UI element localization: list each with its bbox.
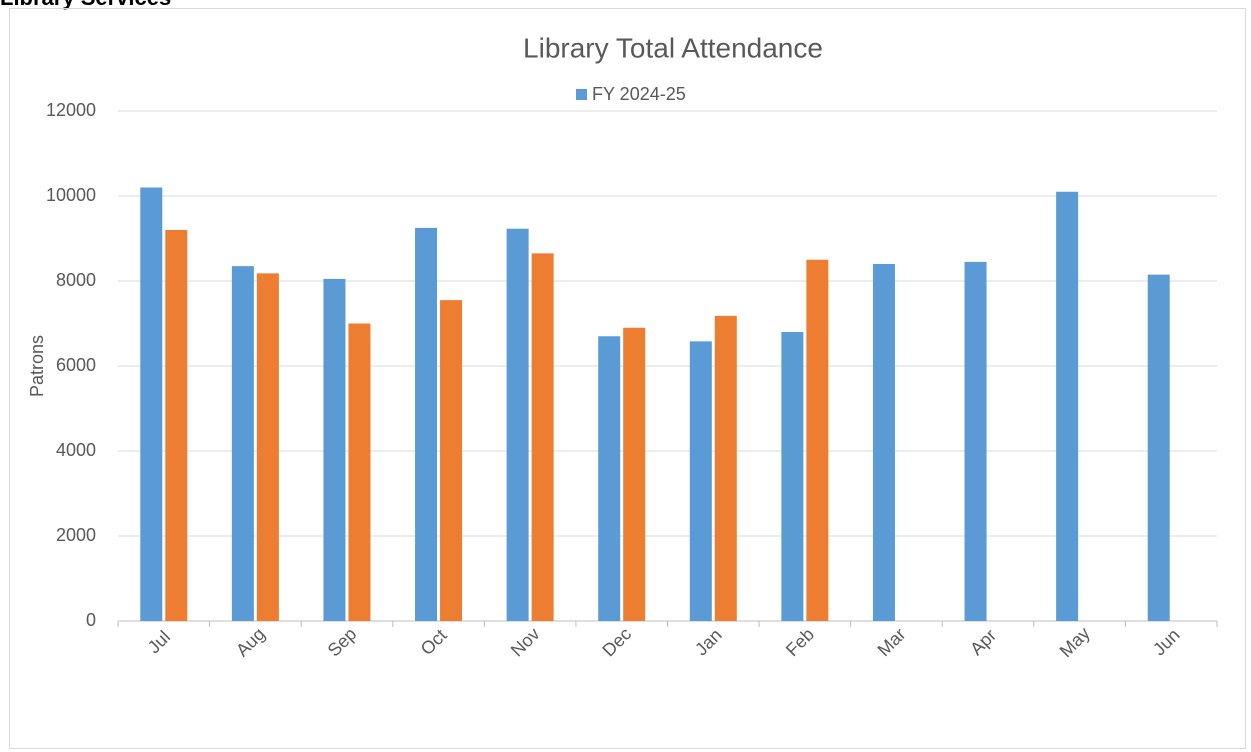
bar [165, 230, 188, 621]
bar [598, 336, 621, 621]
bar [348, 323, 371, 621]
bar [689, 341, 712, 621]
y-tick-label: 2000 [56, 525, 96, 545]
bar [531, 253, 554, 621]
chart-title: Library Total Attendance [523, 32, 823, 63]
bar [1056, 191, 1079, 621]
bar [781, 332, 804, 621]
x-tick-label: Jan [691, 625, 726, 660]
x-tick-label: Mar [874, 624, 910, 660]
bar [231, 266, 254, 621]
x-tick-label: Aug [232, 624, 269, 661]
x-tick-label: Apr [966, 625, 1000, 659]
y-tick-label: 12000 [46, 100, 96, 120]
bar [140, 187, 163, 621]
x-tick-label: Jul [144, 627, 174, 657]
y-tick-label: 10000 [46, 185, 96, 205]
chart-border [9, 8, 1246, 749]
x-tick-label: Sep [324, 624, 361, 661]
y-tick-label: 8000 [56, 270, 96, 290]
y-tick-label: 4000 [56, 440, 96, 460]
legend-label: FY 2024-25 [592, 84, 686, 104]
bar [964, 261, 987, 621]
x-tick-label: May [1056, 623, 1094, 661]
bar [806, 259, 829, 621]
y-axis-label: Patrons [27, 335, 47, 397]
bar [1147, 274, 1170, 621]
bar [872, 264, 895, 621]
y-tick-label: 6000 [56, 355, 96, 375]
bar [623, 327, 646, 621]
bar [440, 300, 463, 621]
x-tick-label: Jun [1149, 625, 1184, 660]
bar [506, 228, 529, 621]
bar [323, 278, 346, 621]
page-header: Library Services [0, 0, 171, 10]
x-tick-label: Nov [507, 624, 544, 661]
legend-swatch [576, 89, 587, 100]
bar [256, 273, 279, 621]
x-tick-label: Feb [782, 624, 818, 660]
y-tick-label: 0 [86, 610, 96, 630]
bar [415, 227, 438, 621]
x-tick-label: Dec [598, 624, 635, 661]
bar [714, 315, 737, 621]
x-tick-label: Oct [417, 625, 451, 659]
